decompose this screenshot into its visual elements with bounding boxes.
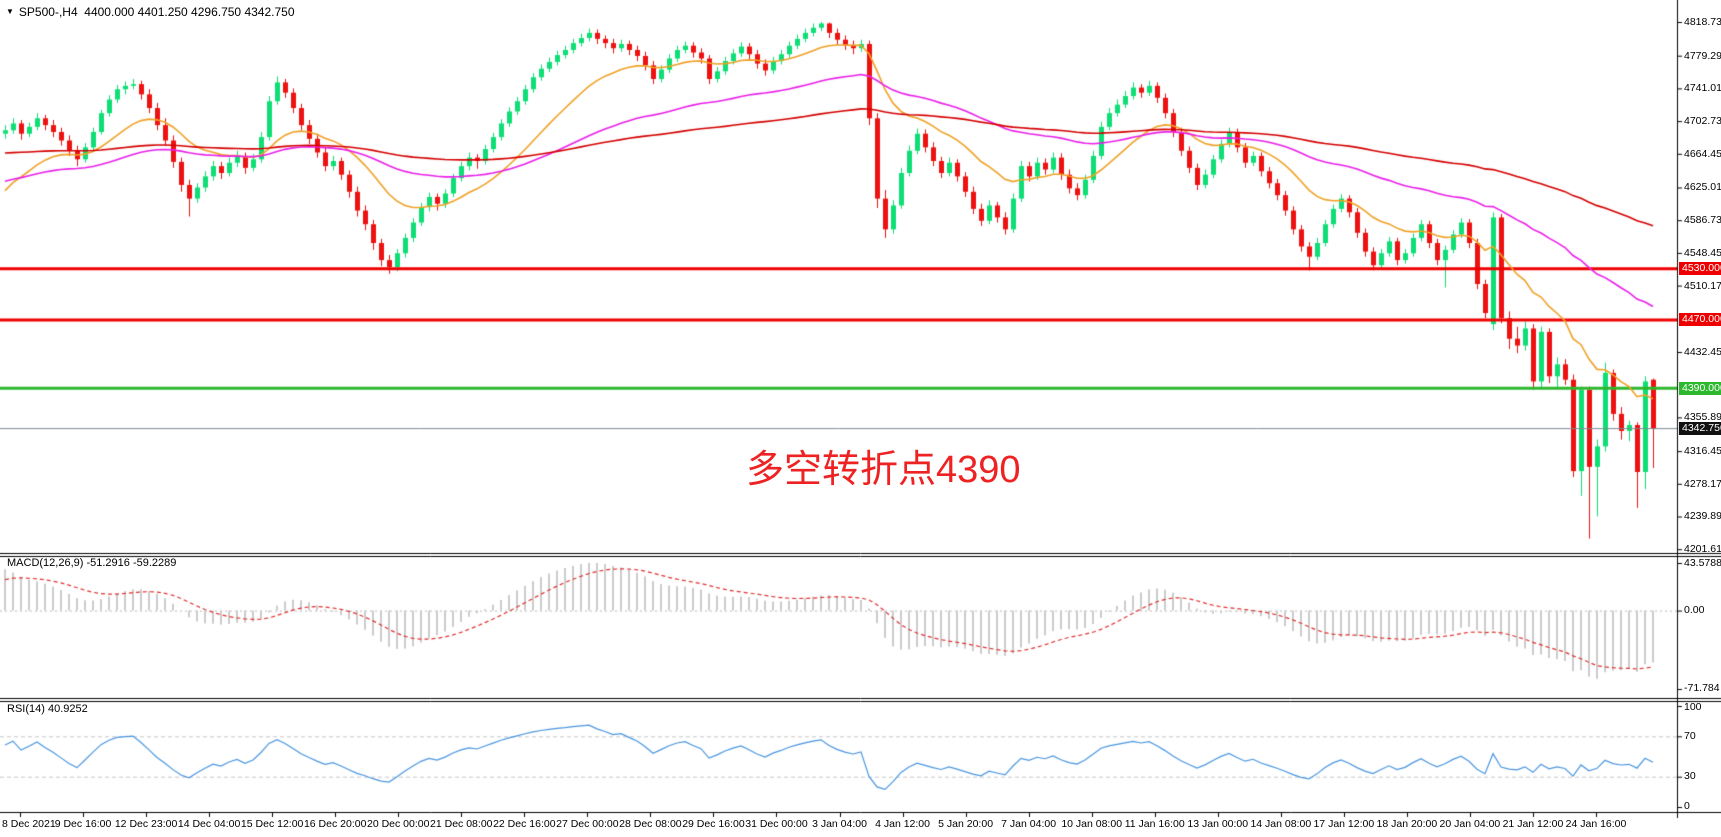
macd-indicator-label: MACD(12,26,9) -51.2916 -59.2289 (7, 557, 177, 569)
price-badge: 4390.000 (1679, 381, 1721, 395)
time-axis-label: 8 Dec 2021 (2, 818, 56, 830)
rsi-axis-30-label: 30 (1684, 770, 1696, 782)
price-axis-label: 4818.730 (1684, 16, 1721, 28)
time-axis-label: 29 Dec 16:00 (682, 818, 745, 830)
price-axis-label: 4548.450 (1684, 246, 1721, 259)
price-axis-label: 4702.730 (1684, 115, 1721, 128)
time-axis-label: 14 Dec 04:00 (177, 818, 241, 830)
time-axis-label: 7 Jan 04:00 (1001, 818, 1057, 830)
time-axis-label: 12 Dec 23:00 (114, 818, 178, 830)
rsi-axis-70-label: 70 (1684, 730, 1696, 742)
time-axis-label: 28 Dec 08:00 (619, 818, 682, 830)
price-axis-label: 4510.170 (1684, 279, 1721, 292)
time-axis-label: 13 Jan 00:00 (1187, 818, 1249, 830)
turning-point-annotation: 多空转折点4390 (746, 449, 1021, 491)
time-axis-label: 17 Jan 12:00 (1313, 818, 1375, 830)
time-axis-label: 20 Dec 00:00 (367, 818, 430, 830)
time-axis-label: 10 Jan 08:00 (1061, 818, 1123, 830)
price-badge: 4470.000 (1679, 313, 1721, 327)
price-axis-label: 4278.170 (1684, 477, 1721, 490)
chart-title-bar: ▼ SP500-,H4 4400.000 4401.250 4296.750 4… (6, 5, 295, 19)
time-axis-label: 27 Dec 00:00 (556, 818, 619, 830)
rsi-axis-100-label: 100 (1684, 701, 1702, 713)
time-axis-label: 4 Jan 12:00 (875, 818, 930, 830)
price-badge: 4342.750 (1679, 422, 1721, 436)
time-axis-label: 21 Dec 08:00 (430, 818, 493, 830)
time-axis-label: 21 Jan 12:00 (1502, 818, 1564, 830)
time-axis-label: 14 Jan 08:00 (1250, 818, 1312, 830)
time-axis-label: 9 Dec 16:00 (54, 818, 112, 830)
price-axis-label: 4664.450 (1684, 147, 1721, 160)
price-axis-label: 4239.890 (1684, 510, 1721, 523)
chevron-down-icon[interactable]: ▼ (6, 7, 14, 16)
time-axis-label: 18 Jan 20:00 (1376, 818, 1438, 830)
macd-axis-min-label: -71.784 (1684, 682, 1720, 694)
rsi-indicator-label: RSI(14) 40.9252 (7, 703, 88, 715)
symbol-ohlc-title: SP500-,H4 4400.000 4401.250 4296.750 434… (18, 5, 295, 19)
time-axis-label: 3 Jan 04:00 (812, 818, 867, 830)
rsi-axis-0-label: 0 (1684, 800, 1690, 812)
time-axis-label: 22 Dec 16:00 (493, 818, 556, 830)
time-axis-label: 5 Jan 20:00 (938, 818, 994, 830)
time-axis-label: 15 Dec 12:00 (240, 818, 304, 830)
price-axis-label: 4355.890 (1684, 411, 1721, 424)
price-axis-label: 4432.450 (1684, 345, 1721, 358)
price-axis-label: 4779.290 (1684, 49, 1721, 62)
time-axis-label: 11 Jan 16:00 (1124, 818, 1185, 830)
time-axis-label: 24 Jan 16:00 (1565, 818, 1627, 830)
price-axis-label: 4625.010 (1684, 181, 1721, 194)
price-badge: 4530.000 (1679, 262, 1721, 276)
time-axis-label: 31 Dec 00:00 (745, 818, 808, 830)
price-axis-label: 4201.610 (1684, 543, 1721, 556)
price-axis-label: 4316.450 (1684, 445, 1721, 458)
macd-axis-max-label: 43.5788 (1684, 557, 1721, 569)
time-axis-label: 16 Dec 20:00 (303, 818, 367, 830)
time-axis-label: 20 Jan 04:00 (1439, 818, 1501, 830)
price-axis-label: 4741.010 (1684, 82, 1721, 95)
price-axis-label: 4586.730 (1684, 214, 1721, 227)
macd-axis-zero-label: 0.00 (1684, 604, 1705, 616)
